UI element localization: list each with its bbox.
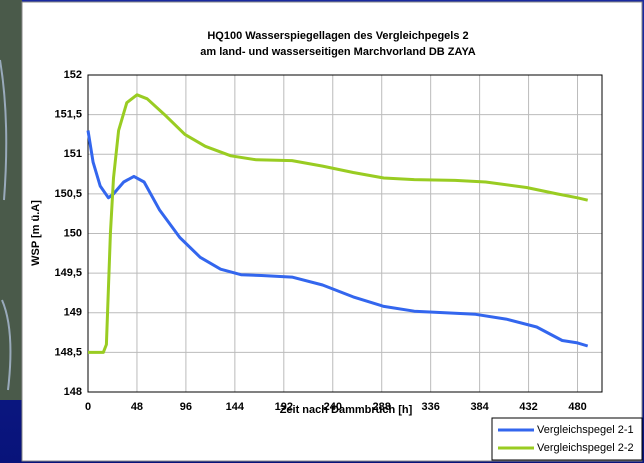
chart-subtitle: am land- und wasserseitigen Marchvorland… bbox=[200, 46, 476, 58]
x-tick-label: 336 bbox=[421, 401, 439, 413]
x-tick-label: 192 bbox=[275, 401, 293, 413]
y-tick-label: 152 bbox=[64, 69, 82, 81]
legend-label: Vergleichspegel 2-2 bbox=[537, 442, 634, 454]
y-tick-label: 148,5 bbox=[54, 346, 82, 358]
x-axis-label: Zeit nach Dammbruch [h] bbox=[280, 404, 413, 416]
y-tick-label: 150 bbox=[64, 227, 82, 239]
x-tick-label: 288 bbox=[373, 401, 391, 413]
y-axis-label: WSP [m ü.A] bbox=[30, 200, 42, 266]
y-tick-label: 150,5 bbox=[54, 188, 82, 200]
page: {"chart_data": {"type": "line", "title":… bbox=[0, 0, 644, 463]
x-tick-label: 48 bbox=[131, 401, 143, 413]
x-tick-label: 480 bbox=[568, 401, 586, 413]
y-tick-label: 151 bbox=[64, 148, 82, 160]
y-tick-label: 151,5 bbox=[54, 109, 82, 121]
chart-title: HQ100 Wasserspiegellagen des Vergleichpe… bbox=[207, 30, 468, 42]
chart: HQ100 Wasserspiegellagen des Vergleichpe… bbox=[0, 0, 644, 463]
x-tick-label: 0 bbox=[85, 401, 91, 413]
x-tick-label: 384 bbox=[470, 401, 489, 413]
y-tick-label: 148 bbox=[64, 386, 82, 398]
x-tick-label: 96 bbox=[180, 401, 192, 413]
y-tick-label: 149,5 bbox=[54, 267, 82, 279]
x-tick-label: 240 bbox=[324, 401, 342, 413]
x-tick-label: 432 bbox=[519, 401, 537, 413]
x-tick-label: 144 bbox=[226, 401, 245, 413]
y-tick-label: 149 bbox=[64, 307, 82, 319]
legend-label: Vergleichspegel 2-1 bbox=[537, 424, 634, 436]
